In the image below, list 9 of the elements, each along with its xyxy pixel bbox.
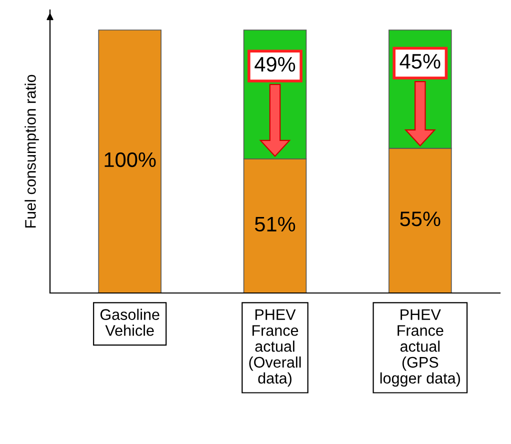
y-axis-title: Fuel consumption ratio [24,74,39,228]
data-label: 49% [254,56,296,72]
data-label: 45% [400,54,440,69]
data-label: 51% [254,216,296,232]
x-tick-label: PHEV France actual (Overall data) [249,309,301,387]
x-tick-label: PHEV France actual (GPS logger data) [380,309,460,387]
data-label: 100% [104,152,156,168]
x-tick-label: Gasoline Vehicle [100,308,160,336]
data-label: 55% [400,212,440,226]
